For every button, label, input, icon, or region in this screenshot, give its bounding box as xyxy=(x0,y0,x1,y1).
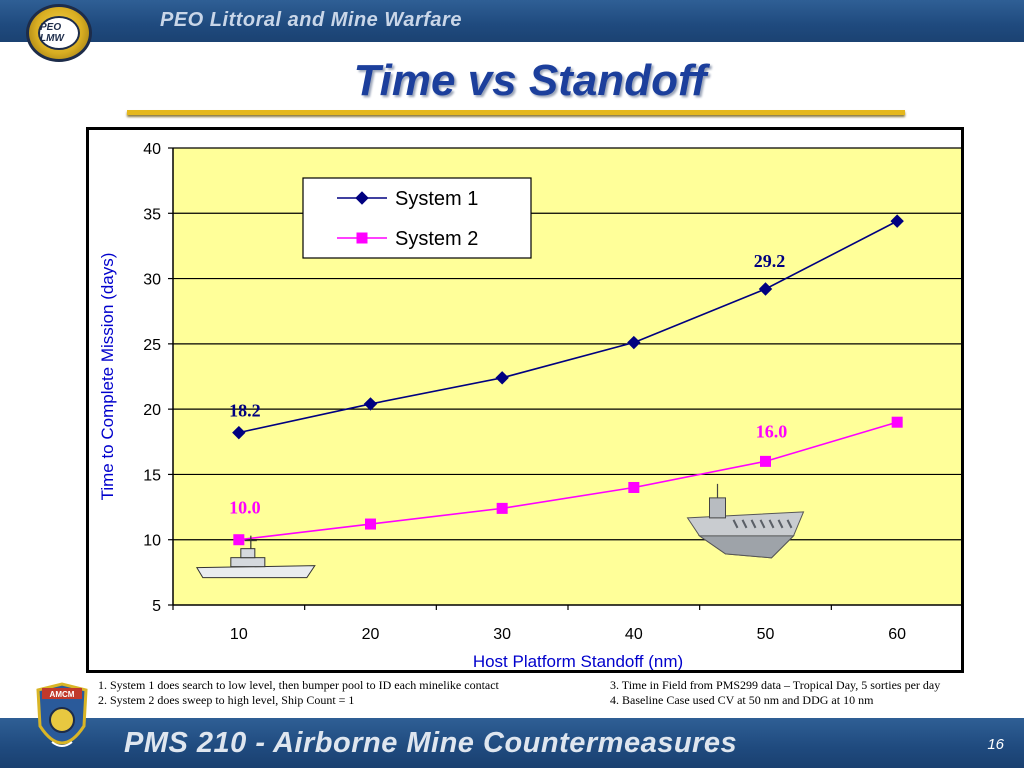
badge-text: AMCM xyxy=(50,690,75,699)
line-chart: 5 10 15 20 25 30 35 40 10 20 30 40 50 60 Host Platform… xyxy=(98,141,961,670)
carrier-aircraft xyxy=(786,519,793,529)
y-tick-label: 10 xyxy=(143,533,161,550)
y-tick-label: 25 xyxy=(143,337,161,354)
system-1-point xyxy=(758,282,773,296)
data-label: 18.2 xyxy=(229,401,260,421)
carrier-island xyxy=(709,497,726,519)
y-axis-label: Time to Complete Mission (days) xyxy=(98,253,117,501)
carrier-aircraft xyxy=(732,519,739,529)
data-label: 10.0 xyxy=(229,498,260,518)
ship-superstructure xyxy=(230,557,266,568)
system-1-point xyxy=(232,425,246,440)
note-2: 2. System 2 does sweep to high level, Sh… xyxy=(98,693,355,707)
y-tick-label: 20 xyxy=(143,402,161,419)
legend-marker-system-2 xyxy=(356,232,368,244)
note-1: 1. System 1 does search to low level, th… xyxy=(98,678,499,692)
note-3: 3. Time in Field from PMS299 data – Trop… xyxy=(610,678,941,692)
y-tick-label: 15 xyxy=(143,467,161,484)
x-tick-label: 50 xyxy=(757,626,775,643)
footer-title: PMS 210 - Airborne Mine Countermeasures xyxy=(124,727,738,759)
system-2-point xyxy=(760,455,771,467)
system-1-point xyxy=(890,214,904,228)
system-2-point xyxy=(891,416,903,428)
system-2-point xyxy=(628,481,640,493)
system-2-point xyxy=(365,518,376,530)
notes-left: 1. System 1 does search to low level, th… xyxy=(98,678,598,708)
carrier-aircraft xyxy=(768,519,775,529)
x-axis-label: Host Platform Standoff (nm) xyxy=(473,652,683,670)
x-tick-label: 40 xyxy=(625,626,643,643)
legend-box xyxy=(302,177,532,259)
org-title: PEO Littoral and Mine Warfare xyxy=(160,9,462,31)
x-tick-label: 20 xyxy=(362,626,380,643)
x-tick-label: 10 xyxy=(230,626,248,643)
system-2-point xyxy=(233,534,245,546)
y-tick-label: 30 xyxy=(143,272,161,289)
notes-right: 3. Time in Field from PMS299 data – Trop… xyxy=(610,678,1020,708)
slide-title: Time vs Standoff xyxy=(353,56,707,105)
ship-bridge xyxy=(240,548,256,559)
data-label: 16.0 xyxy=(756,421,788,441)
header-bar xyxy=(0,0,1024,42)
system-1-line xyxy=(238,220,898,434)
system-1-point xyxy=(495,371,509,385)
legend-label-system-1: System 1 xyxy=(395,188,478,210)
destroyer-ship-icon xyxy=(195,535,316,579)
y-tick-label: 5 xyxy=(152,598,161,615)
legend-marker-system-1 xyxy=(355,191,369,205)
system-1-point xyxy=(627,335,641,350)
chart-frame: 5 10 15 20 25 30 35 40 10 20 30 40 50 60 Host Platform… xyxy=(86,127,964,673)
amcm-badge-icon: AMCM xyxy=(36,682,88,747)
system-2-line xyxy=(238,421,898,541)
system-1-point xyxy=(363,397,378,411)
y-tick-label: 40 xyxy=(143,141,161,158)
data-label: 29.2 xyxy=(754,251,786,271)
logo-label: PEO LMW xyxy=(38,16,80,50)
system-2-point xyxy=(496,502,508,514)
x-tick-label: 30 xyxy=(493,626,511,643)
legend-label-system-2: System 2 xyxy=(395,228,478,250)
carrier-aircraft xyxy=(750,519,757,529)
carrier-aircraft xyxy=(777,519,784,529)
title-underline xyxy=(127,110,905,115)
carrier-aircraft xyxy=(741,519,748,529)
carrier-hull xyxy=(697,535,795,559)
y-tick-label: 35 xyxy=(143,206,161,223)
note-4: 4. Baseline Case used CV at 50 nm and DD… xyxy=(610,693,874,707)
plot-area xyxy=(173,148,961,605)
footer-bar xyxy=(0,718,1024,768)
peo-lmw-logo: PEO LMW xyxy=(26,4,92,62)
x-tick-label: 60 xyxy=(888,626,906,643)
page-number: 16 xyxy=(987,736,1004,753)
aircraft-carrier-icon xyxy=(686,483,805,559)
carrier-aircraft xyxy=(759,519,766,529)
ship-hull xyxy=(195,565,316,579)
